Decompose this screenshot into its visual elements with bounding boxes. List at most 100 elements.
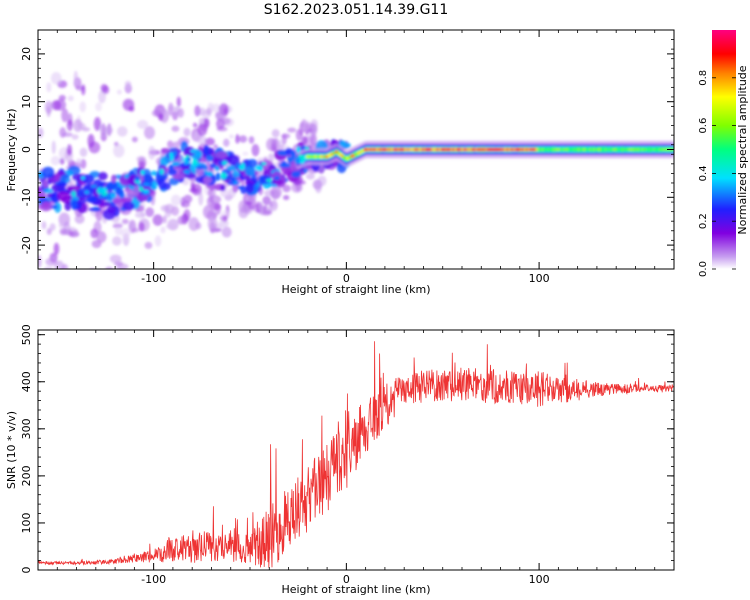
spectrogram-noise-cell [46, 82, 52, 93]
spectrogram-signal-cell [81, 174, 95, 184]
spectrogram-x-tick-label: -100 [141, 272, 166, 285]
spectrogram-noise-cell [148, 145, 156, 160]
spectrogram-bright-cell [230, 176, 236, 182]
colorbar-ticks: 0.0 0.2 0.4 0.6 0.8 [698, 70, 736, 277]
spectrogram-noise-cell [282, 195, 290, 201]
spectrogram-noise-cell [112, 236, 122, 246]
spectrogram-noise-cell [145, 207, 155, 217]
spectrogram-noise-cell [197, 123, 208, 137]
spectrogram-noise-cell [218, 219, 229, 228]
spectrogram-noise-cell [281, 133, 291, 139]
spectrogram-noise-cell [94, 297, 99, 302]
snr-series-line [38, 341, 674, 568]
spectrogram-noise-cell [36, 302, 46, 307]
spectrogram-x-axis-label: Height of straight line (km) [281, 283, 430, 296]
spectrogram-bright-cell [168, 152, 174, 158]
snr-y-axis-label: SNR (10 * v/v) [5, 411, 18, 489]
spectrogram-noise-cell [170, 194, 181, 206]
spectrogram-noise-cell [162, 215, 167, 224]
spectrogram-signal-cell [92, 206, 100, 211]
spectrogram-noise-cell [50, 72, 62, 85]
spectrogram-noise-cell [58, 223, 64, 228]
spectrogram-noise-cell [50, 155, 60, 166]
spectrogram-noise-cell [235, 134, 240, 144]
spectrogram-bright-cell [84, 190, 90, 195]
spectrogram-noise-cell [113, 144, 125, 158]
spectrogram-noise-cell [41, 221, 47, 230]
spectrogram-noise-cell [75, 282, 81, 290]
spectrogram-signal-cell [246, 158, 258, 168]
spectrogram-noise-cell [152, 214, 163, 226]
snr-x-axis-label: Height of straight line (km) [281, 583, 430, 596]
spectrogram-noise-cell [84, 271, 92, 281]
spectrogram-noise-cell [71, 134, 79, 140]
spectrogram-bright-cell [266, 178, 273, 182]
spectrogram-signal-cell [226, 165, 237, 171]
spectrogram-noise-cell [81, 84, 86, 96]
snr-y-ticks: 0 100 200 300 400 500 [20, 324, 674, 574]
spectrogram-noise-cell [85, 290, 90, 300]
spectrogram-noise-cell [240, 179, 246, 187]
spectrogram-bright-cell [172, 150, 177, 157]
spectrogram-signal-cell [220, 184, 226, 192]
spectrogram-signal-cell [56, 190, 69, 202]
spectrogram-noise-cell [110, 295, 114, 309]
spectrogram-noise-cell [311, 125, 317, 137]
spectrogram-bright-cell [186, 157, 191, 161]
spectrogram-noise-cell [88, 141, 101, 154]
spectrogram-noise-cell [37, 294, 47, 307]
spectrogram-noise-cell [194, 105, 201, 117]
spectrogram-signal-cell [64, 201, 72, 211]
spectrogram-noise-cell [172, 141, 180, 150]
spectrogram-noise-cell [96, 269, 103, 280]
spectrogram-noise-cell [61, 263, 69, 269]
snr-x-ticks: -100 0 100 [37, 330, 675, 586]
colorbar: 0.0 0.2 0.4 0.6 0.8 Normalized spectral ampl… [698, 30, 749, 277]
spectrogram-noise-cell [79, 147, 88, 157]
spectrogram-noise-cell [177, 108, 184, 118]
spectrogram-signal-cell [113, 198, 122, 204]
spectrogram-signal-cell [106, 205, 117, 213]
spectrogram-signal-cell [72, 173, 84, 182]
spectrogram-signal-cell [119, 197, 133, 203]
spectrogram-signal-cell [42, 180, 49, 188]
spectrogram-noise-cell [270, 138, 278, 148]
spectrogram-signal-cell [38, 186, 42, 195]
spectrogram-noise-cell [67, 95, 74, 102]
spectrogram-noise-cell [202, 205, 214, 219]
spectrogram-signal-cell [205, 154, 214, 162]
spectrogram-noise-cell [131, 136, 138, 143]
spectrogram-noise-cell [226, 191, 232, 202]
spectrogram-bright-cell [194, 151, 202, 157]
spectrogram-noise-cell [271, 129, 280, 138]
spectrogram-noise-cell [215, 202, 222, 215]
spectrogram-bright-cell [261, 162, 267, 166]
spectrogram-bright-cell [106, 194, 112, 201]
snr-y-tick-label: 100 [20, 512, 33, 533]
spectrogram-noise-cell [144, 241, 153, 249]
spectrogram-signal-cell [68, 185, 81, 193]
spectrogram-bright-cell [299, 159, 305, 164]
spectrogram-signal-cell [245, 181, 255, 194]
spectrogram-noise-cell [95, 102, 103, 112]
spectrogram-signal-cell [167, 168, 178, 176]
spectrogram-noise-cell [314, 179, 322, 194]
snr-y-tick-label: 0 [20, 567, 33, 574]
spectrogram-noise-cell [221, 226, 232, 238]
spectrogram-noise-cell [93, 117, 102, 131]
spectrogram-bright-cell [214, 165, 220, 172]
spectrogram-noise-cell [134, 212, 146, 218]
spectrogram-noise-cell [102, 85, 110, 95]
spectrogram-signal-cell [274, 178, 284, 186]
spectrogram-noise-cell [265, 206, 277, 212]
spectrogram-noise-cell [54, 99, 67, 111]
spectrogram-signal-cell [100, 201, 112, 207]
spectrogram-signal-cell [136, 194, 148, 202]
spectrogram-bright-cell [90, 184, 98, 188]
spectrogram-bright-cell [220, 172, 227, 180]
spectrogram-bright-cell [273, 176, 281, 181]
snr-x-tick-label: 0 [343, 573, 350, 586]
spectrogram-noise-cell [229, 134, 234, 139]
